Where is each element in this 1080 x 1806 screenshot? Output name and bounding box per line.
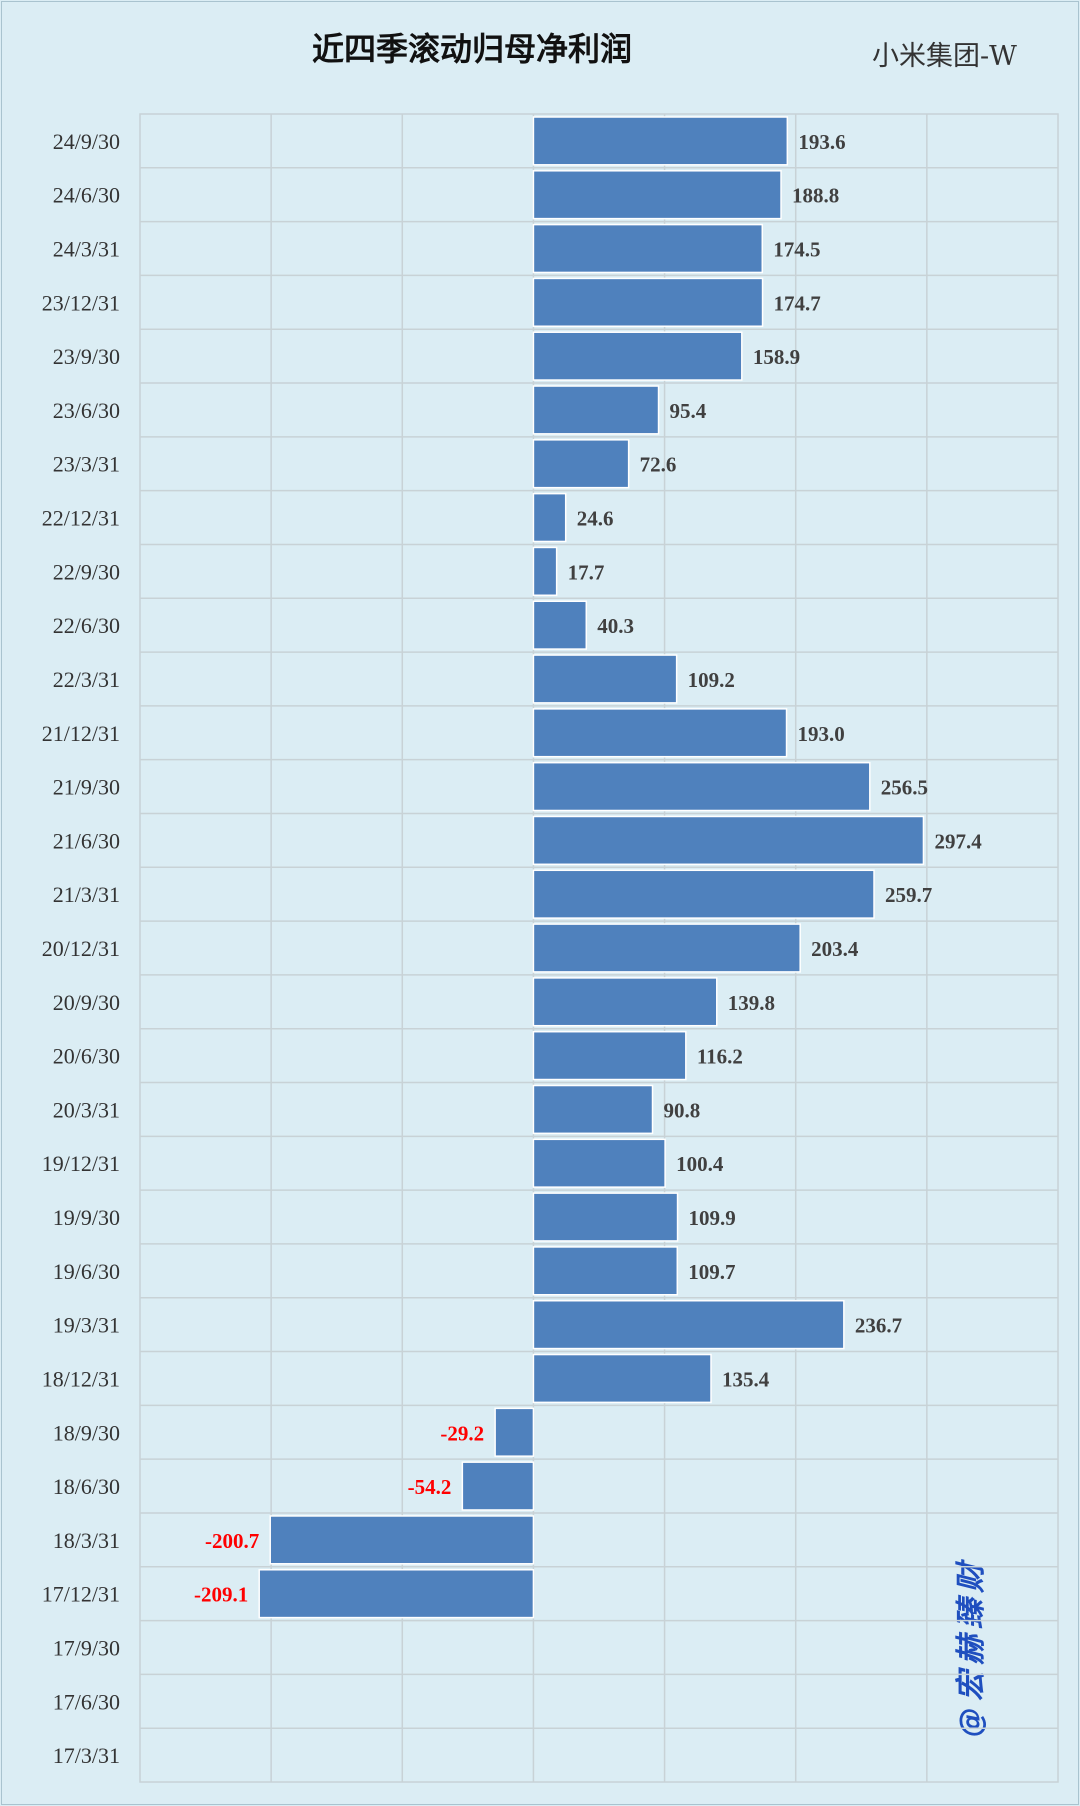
data-label-negative: -54.2 [408,1475,452,1499]
bar [494,1407,535,1457]
data-label-negative: -209.1 [194,1583,248,1607]
data-label: 193.6 [798,130,845,154]
bar [532,923,801,973]
data-label: 24.6 [577,507,614,531]
bar [532,223,764,274]
data-label: 139.8 [728,991,775,1015]
category-label: 22/12/31 [42,506,120,531]
category-label: 17/12/31 [42,1582,120,1607]
category-label: 20/6/30 [53,1044,120,1069]
data-label: 109.2 [688,668,735,692]
bar [532,1138,666,1188]
category-label: 22/3/31 [53,667,120,692]
plot-area-border [139,113,1059,1783]
data-label-negative: -29.2 [440,1421,484,1445]
category-label: 23/6/30 [53,398,120,423]
bar [258,1569,535,1619]
bar [532,600,588,650]
bar [532,1246,679,1296]
bar [532,385,660,435]
bar [532,331,743,381]
category-label: 23/12/31 [42,290,120,315]
data-label: 135.4 [722,1367,770,1391]
data-label: 174.5 [773,238,820,262]
category-label: 24/6/30 [53,183,120,208]
bar [532,1299,845,1350]
bar [461,1461,535,1511]
data-label: 100.4 [676,1152,724,1176]
bar [532,277,764,327]
category-label: 23/9/30 [53,344,120,369]
bar [532,1353,712,1404]
category-label: 17/6/30 [53,1689,120,1714]
category-label: 19/12/31 [42,1151,120,1176]
chart-title: 近四季滚动归母净利润 [311,30,632,68]
data-label-negative: -200.7 [205,1529,259,1553]
data-label: 116.2 [697,1045,743,1069]
bar [269,1515,535,1565]
bar [532,1030,687,1081]
data-label: 109.9 [689,1206,736,1230]
data-label: 259.7 [885,883,932,907]
category-label: 22/6/30 [53,613,120,638]
bar [532,977,718,1027]
category-label: 17/3/31 [53,1743,120,1768]
category-label: 18/12/31 [42,1366,120,1391]
category-label: 17/9/30 [53,1635,120,1660]
category-label: 20/9/30 [53,990,120,1015]
bar [532,761,871,812]
data-label: 158.9 [753,345,800,369]
bar [532,1084,654,1135]
category-label: 18/3/31 [53,1528,120,1553]
bar [532,492,567,543]
category-label: 18/6/30 [53,1474,120,1499]
data-label: 203.4 [811,937,859,961]
bar [532,708,788,758]
data-label: 109.7 [688,1260,735,1284]
category-label: 24/3/31 [53,237,120,262]
data-label: 193.0 [798,722,845,746]
bar [532,439,630,489]
category-label: 21/3/31 [53,882,120,907]
data-label: 40.3 [597,614,634,638]
category-label: 20/12/31 [42,936,120,961]
data-label: 256.5 [881,776,928,800]
category-label: 21/12/31 [42,721,120,746]
category-label: 22/9/30 [53,559,120,584]
company-label: 小米集团-W [872,41,1017,72]
bar [532,546,558,597]
data-label: 17.7 [568,560,605,584]
data-label: 95.4 [670,399,707,423]
category-label: 21/9/30 [53,775,120,800]
data-label: 297.4 [934,829,982,853]
bar [532,869,875,919]
bar [532,815,925,866]
category-label: 19/3/31 [53,1313,120,1338]
category-label: 24/9/30 [53,129,120,154]
bar [532,654,678,704]
data-label: 188.8 [792,184,839,208]
bar [532,1192,679,1242]
data-label: 72.6 [640,453,677,477]
category-label: 20/3/31 [53,1097,120,1122]
data-label: 90.8 [664,1098,701,1122]
data-label: 174.7 [774,291,821,315]
bar [532,170,782,220]
category-label: 23/3/31 [53,452,120,477]
category-label: 21/6/30 [53,828,120,853]
category-label: 18/9/30 [53,1420,120,1445]
bar [532,116,789,166]
category-label: 19/9/30 [53,1205,120,1230]
category-label: 19/6/30 [53,1259,120,1284]
data-label: 236.7 [855,1314,902,1338]
